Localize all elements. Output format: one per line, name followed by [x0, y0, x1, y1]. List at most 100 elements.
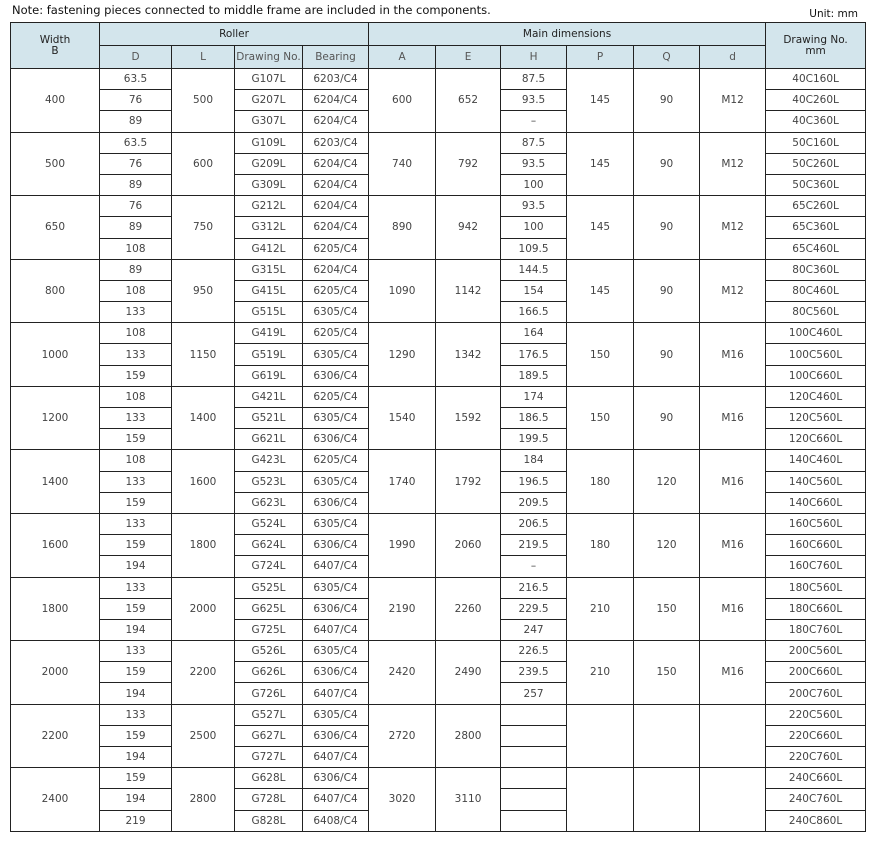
cell-bearing: 6306/C4 [301, 534, 370, 557]
cell-width: 2000 [10, 640, 100, 705]
header-col-8: Q [633, 45, 701, 69]
cell-bearing: 6203/C4 [301, 67, 370, 91]
cell-q [633, 767, 701, 832]
cell-e: 1342 [435, 322, 502, 387]
table-row: 194 G727L 6407/C4 220C760L [11, 745, 867, 769]
cell-d-bolt: M12 [699, 195, 767, 260]
cell-drawing-no: 220C760L [765, 745, 867, 769]
cell-d: 108 [99, 237, 172, 260]
cell-d: 133 [99, 406, 172, 430]
cell-drawing-no: 40C160L [765, 67, 867, 91]
cell-drawing-no: 220C660L [765, 724, 867, 748]
cell-bearing: 6205/C4 [301, 279, 370, 303]
header-drawing-no: Drawing No. mm [765, 22, 867, 69]
cell-l: 1400 [171, 385, 235, 451]
cell-bearing: 6305/C4 [301, 640, 370, 663]
cell-a: 600 [368, 68, 437, 133]
cell-roller-drawing-no: G521L [234, 406, 303, 430]
cell-drawing-no: 160C560L [765, 512, 867, 536]
cell-h: 209.5 [500, 491, 568, 514]
cell-q: 150 [633, 576, 701, 642]
cell-h: 219.5 [500, 534, 568, 557]
cell-q [633, 703, 701, 769]
cell-d-bolt: M16 [699, 512, 767, 578]
cell-a: 2190 [368, 576, 437, 642]
cell-width: 2400 [10, 767, 100, 832]
cell-l: 1600 [171, 449, 235, 514]
cell-d: 76 [99, 152, 172, 175]
cell-roller-drawing-no: G415L [234, 279, 303, 303]
table-row: 1000 108 1150 G419L 6205/C4 1290 1342 164 150 90 M… [10, 322, 867, 387]
cell-h: 229.5 [500, 597, 568, 620]
cell-drawing-no: 40C260L [765, 89, 867, 112]
cell-roller-drawing-no: G621L [234, 428, 303, 451]
cell-d: 108 [99, 279, 172, 303]
cell-drawing-no: 100C460L [765, 322, 867, 345]
cell-d: 133 [99, 640, 172, 663]
table-row: 2400 159 2800 G628L 6306/C4 3020 3110 240C660L [10, 767, 867, 832]
cell-e: 2060 [435, 512, 502, 578]
cell-drawing-no: 140C560L [765, 470, 867, 493]
cell-drawing-no: 80C360L [765, 258, 867, 281]
cell-bearing: 6407/C4 [301, 555, 370, 578]
cell-width: 800 [10, 258, 100, 324]
cell-d: 76 [99, 195, 172, 218]
header-col-6: H [500, 45, 568, 69]
table-row: 500 63.5 600 G109L 6203/C4 740 792 87.5 145 90 M12… [10, 131, 867, 197]
cell-d: 89 [99, 110, 172, 133]
cell-e: 3110 [435, 767, 502, 832]
cell-drawing-no: 140C660L [765, 491, 867, 514]
cell-d: 133 [99, 470, 172, 493]
header-main-dimensions: Main dimensions [368, 22, 767, 46]
cell-roller-drawing-no: G421L [234, 385, 303, 409]
cell-d: 159 [99, 597, 172, 620]
header-width-label: Width [39, 33, 71, 46]
cell-roller-drawing-no: G212L [234, 195, 303, 218]
cell-drawing-no: 180C660L [765, 597, 867, 620]
cell-h: 257 [500, 682, 568, 705]
unit-label: Unit: mm [809, 8, 858, 20]
cell-h [500, 745, 568, 769]
table-row: 194 G724L 6407/C4 – 160C760L [11, 555, 867, 578]
cell-l: 1800 [171, 512, 235, 578]
cell-p: 145 [566, 68, 635, 133]
table-row: 159 G624L 6306/C4 219.5 160C660L [11, 534, 867, 557]
cell-roller-drawing-no: G619L [234, 364, 303, 387]
cell-drawing-no: 80C560L [765, 301, 867, 324]
cell-h: 216.5 [500, 576, 568, 599]
table-row: 1200 108 1400 G421L 6205/C4 1540 1592 174 150 90 M… [10, 385, 867, 451]
header-col-3: Bearing [301, 45, 370, 69]
cell-l: 950 [171, 258, 235, 324]
cell-bearing: 6204/C4 [301, 89, 370, 112]
cell-drawing-no: 240C660L [765, 767, 867, 790]
cell-roller-drawing-no: G828L [234, 809, 303, 832]
table-row: 76 G207L 6204/C4 93.5 40C260L [11, 89, 867, 112]
header-col-4: A [368, 45, 437, 69]
cell-d-bolt: M12 [699, 258, 767, 324]
cell-roller-drawing-no: G312L [234, 216, 303, 239]
cell-h [500, 724, 568, 748]
cell-bearing: 6305/C4 [301, 343, 370, 366]
cell-l: 600 [171, 131, 235, 197]
cell-roller-drawing-no: G515L [234, 301, 303, 324]
cell-q: 120 [633, 512, 701, 578]
cell-bearing: 6305/C4 [301, 576, 370, 599]
cell-width: 650 [10, 195, 100, 260]
cell-h: 174 [500, 385, 568, 409]
cell-bearing: 6306/C4 [301, 661, 370, 684]
table-row: 159 G621L 6306/C4 199.5 120C660L [11, 428, 867, 451]
cell-h: 176.5 [500, 343, 568, 366]
cell-q: 90 [633, 195, 701, 260]
cell-roller-drawing-no: G627L [234, 724, 303, 748]
cell-h [500, 788, 568, 811]
cell-d-bolt [699, 703, 767, 769]
table-note: Note: fastening pieces connected to midd… [12, 3, 491, 17]
cell-q: 90 [633, 322, 701, 387]
cell-a: 2720 [368, 703, 437, 769]
cell-d-bolt: M16 [699, 449, 767, 514]
cell-bearing: 6203/C4 [301, 131, 370, 154]
cell-bearing: 6204/C4 [301, 152, 370, 175]
cell-roller-drawing-no: G725L [234, 618, 303, 642]
cell-roller-drawing-no: G315L [234, 258, 303, 281]
cell-a: 1540 [368, 385, 437, 451]
